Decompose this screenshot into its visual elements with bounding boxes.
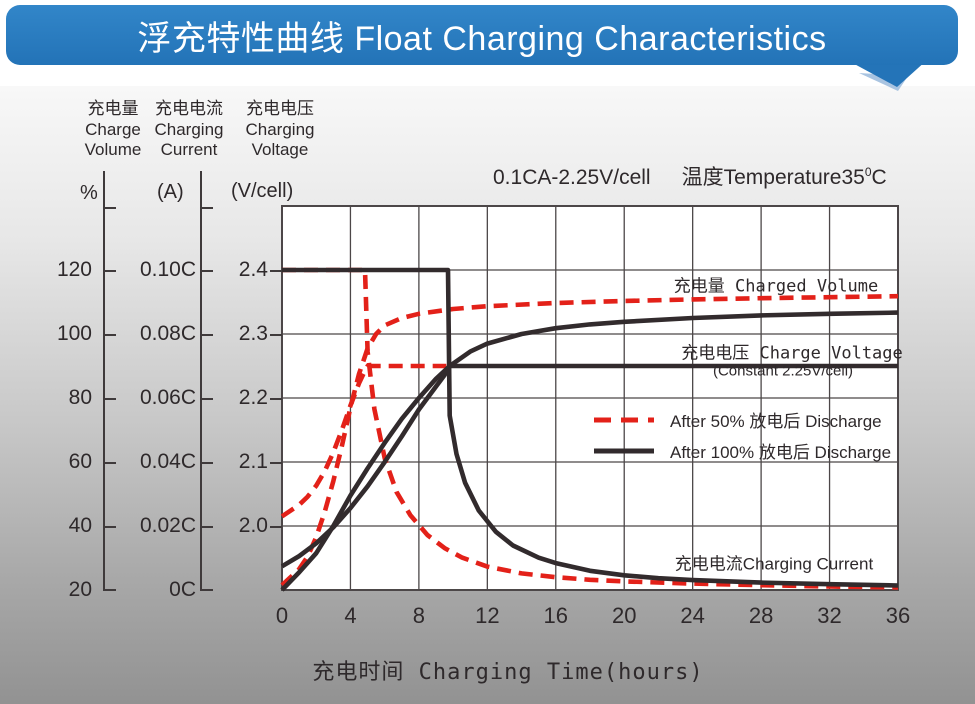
axis-header-voltage-en1: Charging (245, 119, 315, 139)
x-tick-label: 12 (475, 603, 500, 628)
axis-header-volume-en1: Charge (85, 119, 141, 139)
series-charged-volume-50 (280, 293, 899, 587)
voltage-axis-tick (270, 334, 282, 336)
x-tick-label: 8 (412, 603, 425, 628)
axis-tick (200, 462, 213, 464)
legend-item-50: After 50% 放电后 Discharge (592, 404, 891, 435)
voltage-axis-tick (270, 270, 282, 272)
legend-dashed-line-sample (594, 417, 654, 422)
axis-tick (200, 270, 213, 272)
series-charge-voltage-50 (280, 363, 447, 519)
axis-header-current: 充电电流 Charging Current (150, 99, 228, 161)
unit-label-ampere: (A) (157, 181, 184, 203)
axis-header-current-zh: 充电电流 (155, 99, 223, 118)
y-tick-voltage: 2.1 (238, 450, 268, 473)
axis-tick (200, 334, 213, 336)
voltage-axis-tick (270, 462, 282, 464)
x-tick-label: 32 (817, 603, 842, 628)
axis-header-voltage-zh: 充电电压 (246, 99, 314, 118)
label-charge-voltage: 充电电压 Charge Voltage (681, 343, 903, 364)
x-tick-label: 24 (680, 603, 705, 628)
axis-tick (103, 270, 116, 272)
x-tick-label: 20 (611, 603, 637, 628)
label-constant-voltage: (Constant 2.25V/cell) (712, 362, 854, 380)
banner-tail-pointer (847, 60, 927, 91)
current-axis-line (200, 171, 202, 591)
volume-axis-line (103, 171, 105, 591)
y-tick-current: 0C (169, 578, 196, 601)
y-tick-voltage: 2.3 (238, 322, 268, 345)
y-tick-current: 0.10C (139, 258, 196, 281)
axis-tick (200, 207, 213, 209)
series-charging-current-50 (282, 267, 899, 590)
axis-header-voltage: 充电电压 Charging Voltage (240, 99, 320, 161)
axis-tick (103, 589, 116, 591)
legend: After 50% 放电后 Discharge After 100% 放电后 D… (592, 404, 891, 466)
axis-header-volume-zh: 充电量 (87, 99, 139, 118)
series-charging-current-100 (282, 267, 899, 588)
legend-label-50: After 50% 放电后 Discharge (670, 412, 882, 431)
y-tick-voltage: 2.0 (238, 514, 268, 537)
y-tick-volume: 120 (56, 258, 92, 281)
unit-label-vcell: (V/cell) (231, 180, 294, 202)
x-tick-label: 36 (885, 603, 911, 628)
y-tick-current: 0.08C (139, 322, 196, 345)
title-banner: 浮充特性曲线 Float Charging Characteristics (6, 5, 958, 65)
voltage-axis-tick (270, 526, 282, 528)
x-tick-label: 16 (543, 603, 569, 628)
legend-item-100: After 100% 放电后 Discharge (592, 435, 891, 466)
label-charged-volume: 充电量 Charged Volume (673, 276, 879, 297)
axis-tick (103, 398, 116, 400)
legend-solid-line-sample (594, 448, 654, 453)
y-tick-voltage: 2.4 (238, 258, 268, 281)
axis-header-voltage-en2: Voltage (251, 140, 309, 159)
y-tick-volume: 80 (68, 386, 92, 409)
series-charge-voltage-100 (280, 363, 898, 569)
page-title: 浮充特性曲线 Float Charging Characteristics (137, 19, 827, 58)
y-tick-volume: 20 (68, 578, 92, 601)
legend-label-100: After 100% 放电后 Discharge (670, 443, 892, 462)
axis-header-current-en1: Charging (154, 119, 224, 139)
axis-header-current-en2: Current (160, 140, 218, 159)
axis-tick (103, 462, 116, 464)
y-tick-volume: 40 (68, 514, 92, 537)
y-tick-current: 0.06C (139, 386, 196, 409)
y-tick-volume: 100 (56, 322, 92, 345)
unit-label-percent: % (80, 182, 98, 204)
x-axis-title: 充电时间 Charging Time(hours) (312, 660, 704, 685)
axis-tick (103, 334, 116, 336)
test-condition-text: 0.1CA-2.25V/cell 温度Temperature350C (493, 165, 887, 189)
axis-tick (200, 398, 213, 400)
axis-tick (200, 526, 213, 528)
axis-header-volume: 充电量 Charge Volume (77, 99, 149, 161)
axis-tick (103, 207, 116, 209)
axis-header-volume-en2: Volume (84, 140, 142, 159)
x-tick-label: 0 (275, 603, 289, 628)
axis-tick (200, 589, 213, 591)
y-tick-current: 0.04C (139, 450, 196, 473)
y-tick-current: 0.02C (139, 514, 196, 537)
x-tick-label: 28 (748, 603, 774, 628)
y-tick-voltage: 2.2 (238, 386, 268, 409)
voltage-axis-tick (270, 398, 282, 400)
axis-tick (103, 526, 116, 528)
y-tick-volume: 60 (68, 450, 92, 473)
x-tick-label: 4 (344, 603, 357, 628)
label-charging-current: 充电电流Charging Current (674, 554, 874, 574)
